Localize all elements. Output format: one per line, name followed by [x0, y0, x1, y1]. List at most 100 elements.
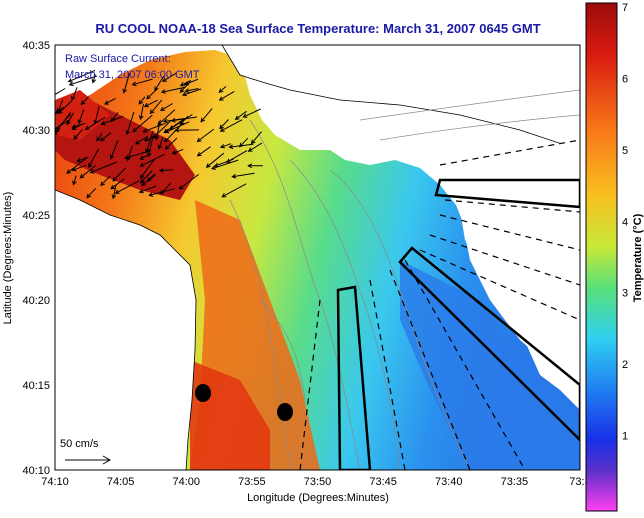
current-vector	[143, 122, 166, 133]
current-vector	[172, 148, 184, 155]
current-vector	[135, 135, 149, 145]
current-vector	[165, 121, 190, 133]
current-vector-head	[157, 120, 163, 126]
current-note-line2: March 31, 2007 06:00 GMT	[65, 69, 200, 81]
scale-bar-arrow	[65, 455, 112, 465]
current-vector	[165, 137, 178, 150]
current-vector-head	[174, 127, 180, 133]
current-vector	[148, 135, 154, 157]
survey-box-northeast	[434, 178, 580, 209]
current-vector-head	[164, 145, 170, 150]
current-vector-head	[162, 77, 167, 82]
current-vector	[100, 175, 111, 186]
current-vector	[220, 119, 243, 132]
current-vector-head	[67, 78, 73, 83]
current-vector	[206, 152, 225, 168]
current-vector-head	[160, 89, 166, 94]
y-tick-label: 40:35	[22, 40, 50, 52]
current-vector-head	[196, 151, 202, 157]
current-vector-head	[159, 189, 165, 195]
current-vector	[211, 159, 239, 170]
current-vector-head	[149, 109, 155, 115]
current-vector	[243, 108, 261, 118]
current-vector-head	[181, 91, 187, 97]
current-vector-head	[231, 173, 237, 179]
current-vector	[251, 131, 262, 144]
current-vector	[248, 142, 263, 152]
y-tick-label: 40:25	[22, 210, 50, 222]
survey-box-south	[336, 285, 372, 470]
current-vector	[68, 69, 96, 83]
current-vector	[144, 99, 158, 107]
x-tick-label: 74:00	[172, 476, 200, 488]
current-vector	[159, 169, 173, 172]
current-vector-head	[242, 113, 248, 118]
current-vector	[139, 153, 151, 160]
current-vector	[229, 143, 254, 148]
current-vector-head	[179, 88, 185, 93]
current-vector-head	[218, 96, 224, 101]
current-vector	[66, 112, 74, 125]
current-vector	[58, 100, 73, 114]
current-vector-head	[55, 131, 58, 135]
current-vector-head	[205, 163, 211, 168]
current-vector	[73, 129, 83, 140]
current-vector-head	[218, 88, 224, 93]
current-vector	[157, 109, 176, 126]
current-vector-head	[57, 109, 63, 115]
colorbar-tick-label: 5	[622, 145, 628, 157]
current-vector-head	[170, 118, 176, 123]
land-new-jersey	[55, 189, 197, 470]
current-vector	[160, 182, 172, 195]
current-vector-head	[184, 88, 190, 93]
y-tick-label: 40:20	[22, 295, 50, 307]
current-vector-head	[139, 162, 145, 167]
current-vector-head	[200, 117, 206, 123]
x-tick-label: 73:55	[238, 476, 266, 488]
current-vector	[232, 172, 255, 178]
colorbar	[585, 2, 618, 512]
current-vector-head	[139, 155, 145, 160]
current-vector-head	[132, 127, 138, 133]
current-vector	[152, 120, 172, 139]
current-vector-head	[77, 119, 83, 125]
current-vector	[71, 87, 78, 101]
current-vector-head	[146, 94, 151, 100]
y-tick-label: 40:15	[22, 380, 50, 392]
current-vector	[162, 72, 177, 82]
current-vector	[55, 111, 72, 133]
current-vector-head	[141, 181, 146, 187]
current-vector-head	[138, 188, 144, 194]
current-vector-head	[131, 81, 137, 87]
colorbar-tick-label: 6	[622, 73, 628, 85]
current-vector-head	[100, 136, 105, 142]
current-vector	[150, 99, 163, 114]
land-long-island	[221, 45, 580, 151]
current-vector	[92, 74, 96, 83]
current-vector-head	[89, 169, 95, 174]
current-vector-head	[46, 97, 50, 100]
current-vector	[110, 178, 125, 190]
y-tick-label: 40:10	[22, 465, 50, 477]
current-vector-head	[171, 150, 177, 155]
colorbar-tick-label: 3	[622, 288, 628, 300]
current-vector-head	[125, 130, 131, 136]
current-vector-head	[247, 163, 253, 169]
current-vector	[78, 109, 85, 124]
current-vector	[197, 146, 211, 157]
current-vector	[179, 174, 200, 190]
current-vector	[219, 119, 229, 129]
current-vector-head	[88, 163, 93, 169]
x-tick-label: 73:40	[435, 476, 463, 488]
current-vector-head	[148, 192, 154, 197]
colorbar-tick-label: 4	[622, 216, 628, 228]
current-vector-head	[157, 144, 163, 150]
current-vector-head	[146, 177, 152, 182]
current-vector-head	[219, 143, 225, 149]
x-tick-label: 73:3	[569, 476, 590, 488]
current-vector	[145, 130, 154, 153]
warm-raritan-patch	[55, 90, 110, 140]
current-vector	[79, 165, 97, 179]
current-vector-head	[104, 100, 109, 105]
